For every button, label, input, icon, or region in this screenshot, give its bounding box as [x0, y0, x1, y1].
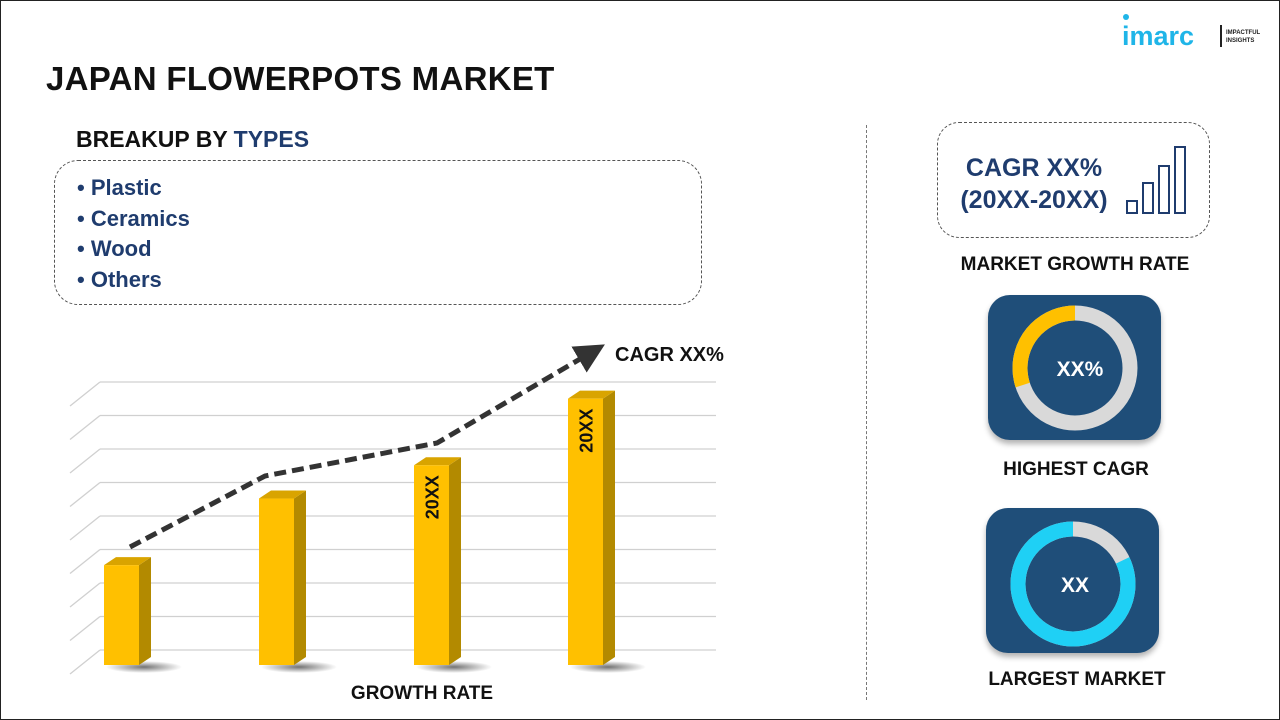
bar [259, 490, 337, 673]
bar-front [414, 465, 449, 665]
gridline-depth [69, 582, 101, 608]
bar-front [259, 498, 294, 665]
bar: 20XX [414, 457, 492, 673]
page-title: JAPAN FLOWERPOTS MARKET [46, 60, 555, 97]
type-item: • Others [77, 266, 162, 292]
gridline-depth [69, 381, 101, 407]
type-label: Ceramics [90, 205, 190, 231]
bar-chart-icon [1126, 146, 1186, 214]
bar-side [603, 390, 615, 665]
largest-market-donut: XX [1010, 521, 1136, 647]
highest-cagr-label: HIGHEST CAGR [1003, 459, 1149, 480]
cagr-box [937, 122, 1210, 238]
gridline-depth [69, 448, 101, 474]
gridline-depth [69, 649, 101, 675]
bar-side [449, 457, 461, 665]
gridline-depth [69, 615, 101, 642]
largest-market-tile: XX [986, 508, 1159, 653]
cagr-period: (20XX-20XX) [960, 186, 1108, 214]
gridline-depth [69, 515, 101, 541]
type-item: • Plastic [77, 175, 162, 200]
highest-cagr-value: XX% [1057, 358, 1104, 381]
type-label: Plastic [90, 175, 162, 200]
bar-front [568, 398, 603, 665]
bar-top [104, 557, 151, 566]
gridline-depth [69, 548, 101, 575]
bar-label: 20XX [423, 475, 443, 519]
bar-top [259, 490, 306, 499]
bar-front [104, 565, 139, 665]
growth-chart: 20XX 20XX CAGR XX% GROWTH RATE [69, 344, 724, 704]
type-label: Wood [90, 236, 152, 261]
breakup-prefix: BREAKUP BY [76, 126, 234, 152]
type-item: • Wood [77, 236, 152, 261]
x-axis-label: GROWTH RATE [351, 683, 493, 704]
svg-text:imarc: imarc [1122, 21, 1194, 51]
bar: 20XX [568, 390, 646, 673]
imarc-logo: imarc IMPACTFUL INSIGHTS [1122, 14, 1261, 51]
trend-label: CAGR XX% [615, 344, 724, 366]
svg-text:IMPACTFUL: IMPACTFUL [1226, 30, 1261, 36]
breakup-heading: BREAKUP BY TYPES [76, 126, 309, 153]
cagr-text: CAGR XX% (20XX-20XX) [948, 152, 1120, 216]
type-item: • Ceramics [77, 205, 190, 231]
largest-market-label: LARGEST MARKET [988, 669, 1166, 690]
gridline-depth [69, 481, 101, 508]
bar-top [568, 390, 615, 399]
cagr-value: CAGR XX% [965, 154, 1103, 182]
trend-line [128, 344, 605, 550]
market-growth-label: MARKET GROWTH RATE [960, 254, 1190, 275]
bar-side [294, 490, 306, 665]
svg-text:INSIGHTS: INSIGHTS [1226, 38, 1254, 44]
section-divider [866, 125, 867, 700]
gridline-depth [69, 414, 101, 441]
bar-top [414, 457, 461, 466]
breakup-highlight: TYPES [233, 126, 310, 152]
type-label: Others [90, 266, 162, 292]
highest-cagr-tile: XX% [988, 295, 1161, 440]
largest-market-value: XX [1061, 574, 1089, 597]
bar-label: 20XX [577, 409, 597, 453]
highest-cagr-donut: XX% [1012, 305, 1138, 431]
bar-side [139, 557, 151, 665]
bar [104, 557, 182, 673]
types-list: • Plastic • Ceramics • Wood • Others [54, 160, 702, 305]
